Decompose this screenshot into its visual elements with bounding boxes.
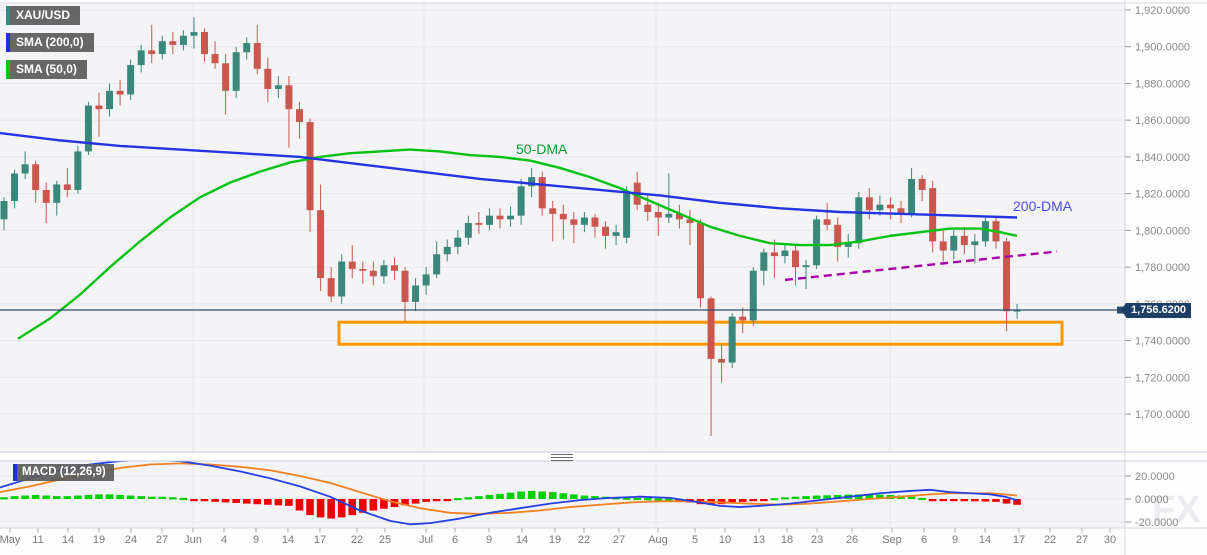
price-axis[interactable]: 1,920.0000 1,900.0000 1,880.0000 1,860.0000…: [1125, 5, 1190, 421]
panel-divider-grip[interactable]: [551, 454, 573, 455]
svg-text:26: 26: [846, 534, 858, 546]
svg-text:17: 17: [1013, 534, 1025, 546]
svg-text:1,900.0000: 1,900.0000: [1135, 42, 1190, 54]
svg-text:May: May: [0, 534, 21, 546]
svg-text:6: 6: [921, 534, 927, 546]
svg-text:24: 24: [125, 534, 137, 546]
svg-text:23: 23: [811, 534, 823, 546]
grip-lines-icon: [551, 454, 573, 455]
macd-color-bar: [13, 464, 17, 481]
svg-text:25: 25: [379, 534, 391, 546]
sma50-badge[interactable]: SMA (50,0): [6, 60, 87, 79]
svg-text:19: 19: [93, 534, 105, 546]
support-zone[interactable]: [337, 320, 1064, 346]
svg-text:14: 14: [282, 534, 294, 546]
svg-text:5: 5: [692, 534, 698, 546]
sma200-badge[interactable]: SMA (200,0): [6, 33, 94, 52]
symbol-label: XAU/USD: [10, 6, 81, 25]
sma50-line[interactable]: [17, 148, 1018, 340]
symbol-badge[interactable]: XAU/USD: [6, 6, 81, 25]
sma50-color-bar: [6, 60, 10, 79]
svg-text:6: 6: [452, 534, 458, 546]
svg-text:9: 9: [952, 534, 958, 546]
time-axis-bg: [0, 528, 1125, 555]
svg-text:1,840.0000: 1,840.0000: [1135, 152, 1190, 164]
macd-main-line[interactable]: [0, 458, 1018, 526]
svg-text:22: 22: [1044, 534, 1056, 546]
svg-text:Jun: Jun: [184, 534, 202, 546]
svg-text:30: 30: [1104, 534, 1116, 546]
price-axis-bg: [1125, 0, 1207, 555]
sma200-annotation: 200-DMA: [1013, 198, 1073, 214]
svg-text:18: 18: [781, 534, 793, 546]
macd-axis[interactable]: 20.0000 0.0000 -20.0000: [1125, 471, 1178, 529]
macd-label: MACD (12,26,9): [17, 464, 114, 481]
svg-text:4: 4: [221, 534, 227, 546]
sma200-line[interactable]: [0, 131, 1018, 219]
svg-text:1,820.0000: 1,820.0000: [1135, 189, 1190, 201]
svg-text:0.0000: 0.0000: [1135, 494, 1169, 506]
sma200-color-bar: [6, 33, 10, 52]
svg-text:1,880.0000: 1,880.0000: [1135, 78, 1190, 90]
svg-text:27: 27: [613, 534, 625, 546]
svg-text:1,780.0000: 1,780.0000: [1135, 262, 1190, 274]
watermark: FX: [1152, 489, 1201, 531]
svg-text:20.0000: 20.0000: [1135, 471, 1175, 483]
svg-text:Sep: Sep: [882, 534, 902, 546]
svg-text:14: 14: [516, 534, 528, 546]
svg-text:22: 22: [351, 534, 363, 546]
macd-signal-line[interactable]: [0, 462, 1018, 515]
svg-text:Jul: Jul: [419, 534, 433, 546]
svg-text:13: 13: [753, 534, 765, 546]
svg-text:27: 27: [1076, 534, 1088, 546]
svg-text:9: 9: [486, 534, 492, 546]
sma50-annotation: 50-DMA: [516, 141, 568, 157]
svg-text:14: 14: [979, 534, 991, 546]
svg-text:17: 17: [314, 534, 326, 546]
svg-text:1,920.0000: 1,920.0000: [1135, 5, 1190, 17]
candles-layer: [0, 17, 1021, 437]
svg-text:1,740.0000: 1,740.0000: [1135, 336, 1190, 348]
symbol-color-bar: [6, 6, 10, 25]
sma50-label: SMA (50,0): [10, 60, 87, 79]
macd-badge[interactable]: MACD (12,26,9): [13, 464, 114, 481]
svg-text:Aug: Aug: [648, 534, 668, 546]
svg-text:1,720.0000: 1,720.0000: [1135, 372, 1190, 384]
time-axis[interactable]: May 11 14 19 24 27 Jun 4 9 14 17 22 25 Jul 6 9 14 19 22 27 A…: [0, 528, 1116, 546]
svg-text:9: 9: [253, 534, 259, 546]
panel-divider[interactable]: [0, 452, 1207, 461]
ascending-trendline[interactable]: [784, 250, 1058, 282]
svg-text:22: 22: [578, 534, 590, 546]
svg-text:1,700.0000: 1,700.0000: [1135, 409, 1190, 421]
svg-text:1,860.0000: 1,860.0000: [1135, 115, 1190, 127]
svg-text:11: 11: [32, 534, 43, 546]
last-price-tag: 1,756.6200: [1120, 303, 1192, 318]
sma200-label: SMA (200,0): [10, 33, 94, 52]
svg-text:-20.0000: -20.0000: [1135, 517, 1178, 529]
svg-text:19: 19: [549, 534, 561, 546]
svg-text:14: 14: [62, 534, 74, 546]
svg-text:10: 10: [719, 534, 731, 546]
svg-text:27: 27: [156, 534, 168, 546]
svg-text:1,800.0000: 1,800.0000: [1135, 225, 1190, 237]
